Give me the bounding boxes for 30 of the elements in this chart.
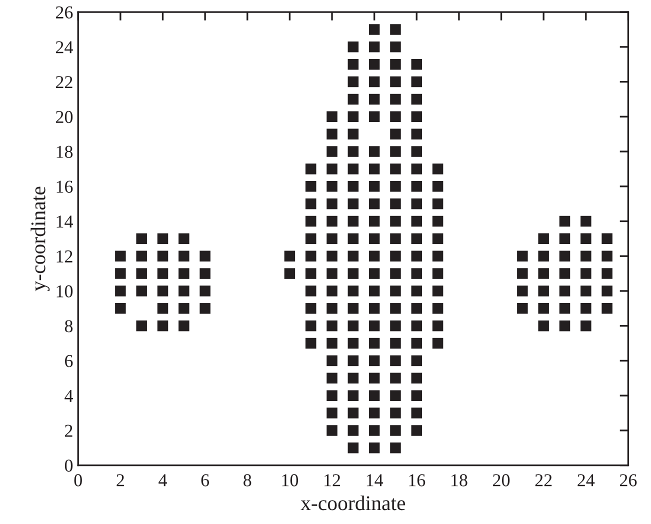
y-tick-label: 26	[56, 6, 73, 18]
y-tick-label: 16	[56, 180, 73, 193]
x-tick-label: 24	[578, 474, 595, 486]
x-tick-label: 26	[620, 474, 637, 486]
y-tick-label: 12	[56, 250, 72, 262]
x-tick-label: 18	[452, 474, 468, 486]
y-tick-label: 24	[56, 41, 73, 54]
y-tick-label: 4	[64, 390, 73, 402]
x-axis-title: x-coordinate	[300, 496, 406, 510]
x-tick-label: 8	[244, 474, 252, 486]
x-tick-label: 22	[535, 474, 552, 486]
x-tick-label: 2	[116, 474, 124, 486]
y-tick-label: 6	[65, 355, 73, 368]
y-tick-label: 2	[65, 424, 72, 437]
y-tick-label: 10	[56, 285, 73, 298]
y-tick-label: 8	[64, 320, 73, 332]
y-tick-label: 0	[64, 460, 73, 472]
x-tick-label: 10	[282, 474, 298, 486]
y-tick-label: 18	[56, 146, 73, 158]
x-tick-label: 12	[324, 474, 340, 486]
y-axis-title: y-coordinate	[30, 186, 50, 292]
x-tick-label: 0	[74, 474, 82, 486]
x-tick-label: 20	[493, 474, 510, 486]
y-tick-label: 22	[56, 76, 72, 88]
y-tick-label: 20	[56, 110, 73, 124]
x-tick-label: 4	[158, 474, 167, 486]
x-tick-label: 6	[201, 474, 210, 486]
x-tick-label: 14	[366, 474, 384, 486]
x-tick-label: 16	[409, 474, 426, 486]
y-tick-label: 14	[56, 216, 73, 228]
